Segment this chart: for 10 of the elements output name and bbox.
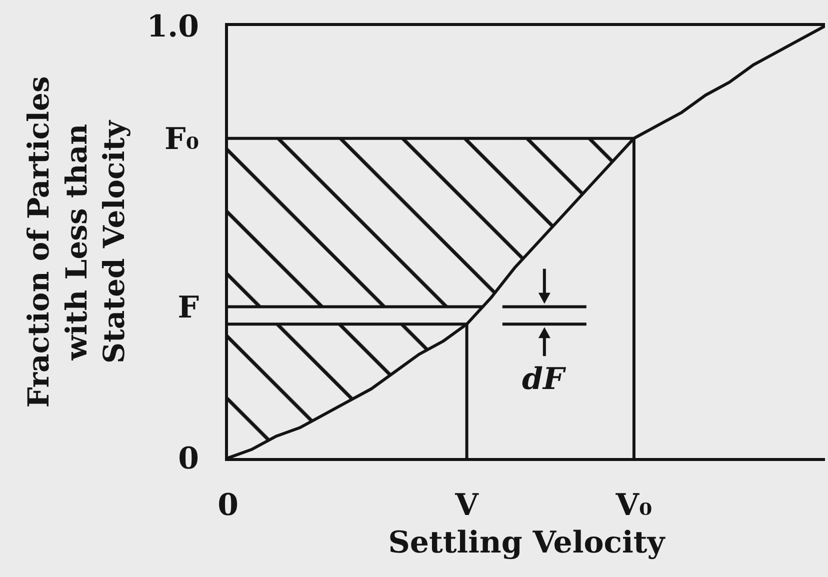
y-tick-label: 0: [178, 442, 199, 476]
x-tick-label: V: [454, 488, 480, 523]
x-tick-label: V₀: [614, 488, 652, 523]
x-axis-title: Settling Velocity: [388, 526, 666, 560]
x-tick-label: 0: [218, 488, 238, 523]
y-axis-title: Fraction of Particles with Less than Stated Velocity: [22, 76, 132, 408]
annotation: dF: [522, 362, 567, 397]
y-tick-label: F: [178, 290, 199, 326]
y-tick-label: 1.0: [146, 10, 199, 44]
y-tick-label: F₀: [164, 122, 199, 157]
